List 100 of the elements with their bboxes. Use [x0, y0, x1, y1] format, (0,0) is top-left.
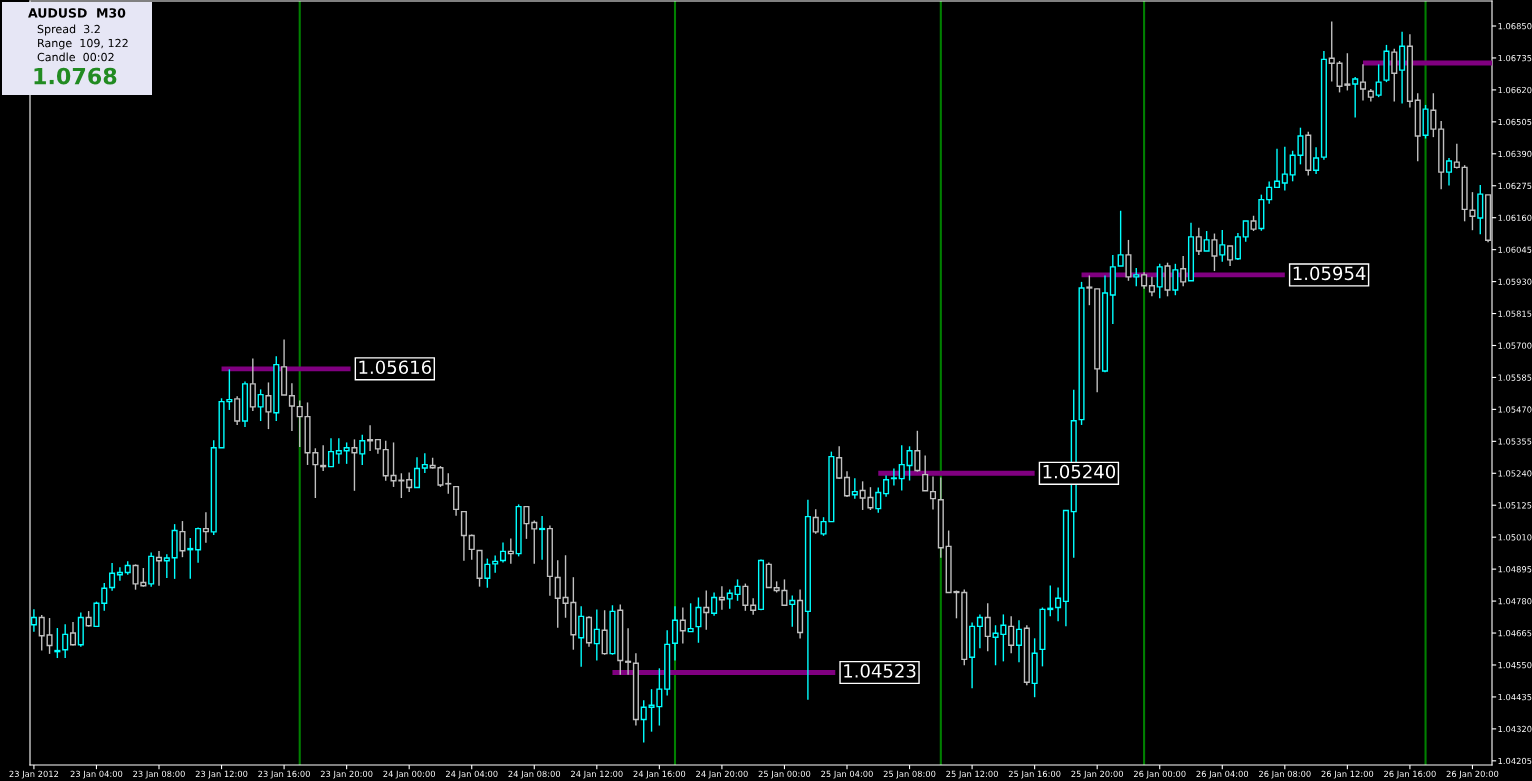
candlestick: [460, 510, 467, 562]
candlestick: [875, 486, 882, 514]
candlestick: [703, 589, 710, 631]
candlestick: [187, 537, 194, 580]
candlestick: [499, 541, 507, 564]
annotation: 1.0768: [34, 67, 117, 85]
candlestick: [976, 613, 983, 650]
x-tick-label: 24 Jan 16:00: [633, 770, 686, 779]
candlestick: [288, 382, 295, 432]
candlestick: [1375, 63, 1382, 98]
candlestick: [1445, 157, 1453, 187]
x-tick-label: 25 Jan 20:00: [1071, 770, 1124, 779]
candlestick: [1055, 586, 1062, 623]
x-tick-label: 26 Jan 08:00: [1259, 770, 1311, 779]
candlestick: [1281, 146, 1288, 192]
y-tick-label: 1.06160: [1498, 214, 1532, 221]
y-tick-label: 1.05125: [1498, 502, 1532, 509]
x-tick-label: 26 Jan 00:00: [1133, 770, 1186, 779]
candlestick: [1352, 76, 1359, 119]
candlestick: [116, 566, 123, 582]
x-tick-label: 23 Jan 16:00: [258, 770, 310, 779]
candlestick: [578, 605, 585, 668]
candlestick: [898, 444, 905, 492]
candlestick: [320, 444, 327, 472]
candlestick: [750, 597, 757, 616]
x-tick-label: 25 Jan 00:00: [758, 770, 811, 779]
candlestick: [593, 608, 600, 662]
x-tick-label: 24 Jan 08:00: [508, 770, 561, 779]
candlestick: [1008, 615, 1015, 655]
y-tick-label: 1.06850: [1498, 22, 1532, 30]
y-tick-label: 1.05815: [1498, 310, 1532, 317]
y-tick-label: 1.06505: [1498, 118, 1532, 126]
candlestick: [1195, 227, 1202, 256]
candlestick: [101, 582, 108, 612]
y-tick-label: 1.04435: [1498, 693, 1532, 701]
candlestick: [836, 445, 843, 480]
candlestick: [54, 627, 61, 659]
candlestick: [1047, 584, 1054, 618]
y-tick-label: 1.04550: [1498, 661, 1532, 669]
candlestick: [453, 485, 460, 517]
x-tick-label: 24 Jan 00:00: [383, 770, 436, 779]
candlestick: [1391, 48, 1398, 103]
candlestick: [492, 554, 499, 574]
candlestick: [695, 596, 702, 644]
candlestick: [625, 627, 632, 676]
candlestick: [765, 561, 772, 589]
y-tick-label: 1.04320: [1498, 725, 1532, 733]
y-tick-label: 1.05700: [1498, 342, 1532, 349]
x-tick-label: 23 Jan 08:00: [133, 770, 185, 779]
candlestick: [851, 477, 858, 500]
candlestick: [687, 602, 694, 633]
x-tick-label: 25 Jan 12:00: [946, 770, 998, 779]
candlestick: [413, 456, 421, 489]
candlestick: [1234, 232, 1241, 261]
y-tick-label: 1.04780: [1498, 598, 1532, 605]
annotation: 1.05954: [1293, 266, 1366, 281]
candlestick: [883, 474, 890, 498]
y-tick-label: 1.06275: [1498, 182, 1532, 190]
candlestick: [531, 519, 538, 565]
chart-title: AUDUSD M30: [28, 8, 126, 18]
candlestick: [843, 470, 851, 498]
x-tick-label: 24 Jan 20:00: [696, 770, 748, 779]
candlestick: [249, 357, 256, 412]
annotation: 1.05240: [1043, 464, 1116, 479]
x-tick-label: 25 Jan 16:00: [1008, 770, 1061, 779]
y-tick-label: 1.05585: [1498, 374, 1532, 381]
candlestick: [1180, 255, 1187, 288]
candlestick: [1469, 191, 1476, 231]
candlestick: [1266, 180, 1273, 205]
candlestick: [62, 623, 69, 659]
candlestick: [69, 621, 77, 647]
y-tick-label: 1.04895: [1498, 566, 1532, 573]
candlestick: [671, 605, 679, 662]
candlestick: [367, 424, 374, 452]
candlestick: [195, 526, 202, 564]
annotation: 1.04523: [844, 664, 916, 678]
candlestick: [234, 395, 241, 426]
candlestick: [929, 475, 937, 511]
candlestick: [30, 608, 37, 633]
x-tick-label: 24 Jan 04:00: [445, 770, 498, 779]
candlestick: [1273, 148, 1281, 189]
y-tick-label: 1.06045: [1498, 246, 1532, 253]
candlestick: [202, 511, 209, 544]
candlestick: [718, 585, 725, 611]
candlestick: [726, 588, 733, 610]
x-tick-label: 25 Jan 04:00: [821, 770, 873, 779]
candlestick: [1227, 245, 1234, 267]
candlestick: [789, 594, 796, 628]
candlestick: [327, 437, 335, 468]
y-tick-label: 1.05010: [1498, 534, 1532, 541]
annotation: Range 109, 122: [38, 38, 128, 50]
y-tick-label: 1.04205: [1498, 757, 1532, 765]
candlestick: [46, 617, 53, 655]
candlestick: [1477, 184, 1484, 236]
x-tick-label: 26 Jan 12:00: [1321, 770, 1374, 779]
y-tick-label: 1.06735: [1498, 54, 1532, 62]
candlestick: [296, 399, 303, 448]
candlestick: [421, 452, 428, 474]
candlestick: [1359, 63, 1367, 102]
candlestick: [640, 699, 647, 744]
